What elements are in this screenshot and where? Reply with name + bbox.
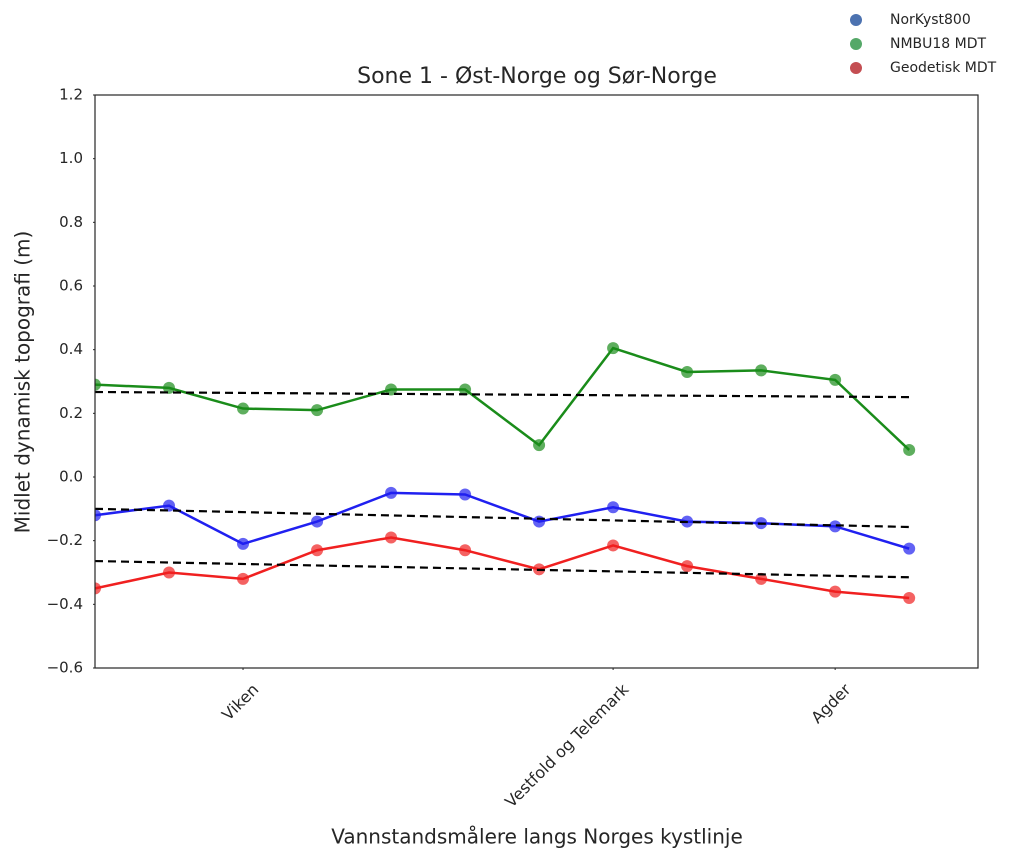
- data-point: [237, 537, 250, 550]
- legend-label: NorKyst800: [890, 12, 971, 28]
- series-line: [95, 536, 910, 600]
- data-point: [385, 531, 398, 544]
- plot-area: [95, 342, 916, 604]
- y-tick-label: −0.4: [47, 595, 83, 613]
- y-tick-label: 0.0: [59, 468, 83, 486]
- trend-line: [95, 390, 910, 399]
- legend-marker: [850, 38, 862, 50]
- legend-marker: [850, 62, 862, 74]
- data-point: [681, 560, 694, 573]
- data-point: [311, 515, 324, 528]
- data-point: [607, 501, 620, 514]
- y-tick-label: 1.2: [59, 86, 83, 104]
- data-point: [237, 572, 250, 585]
- data-point: [163, 381, 176, 394]
- data-point: [903, 443, 916, 456]
- y-tick-label: 0.6: [59, 277, 83, 295]
- data-point: [755, 572, 768, 585]
- data-point: [903, 542, 916, 555]
- x-tick-label: Agder: [807, 680, 854, 727]
- legend-marker: [850, 14, 862, 26]
- plot-frame: [94, 94, 979, 669]
- y-tick-label: 0.8: [59, 213, 83, 231]
- data-point: [385, 486, 398, 499]
- series-line: [95, 491, 910, 550]
- data-point: [311, 544, 324, 557]
- data-point: [311, 404, 324, 417]
- y-tick-label: 0.2: [59, 404, 83, 422]
- data-point: [607, 539, 620, 552]
- trend-line: [95, 559, 910, 579]
- chart-title: Sone 1 - Øst-Norge og Sør-Norge: [357, 64, 717, 89]
- data-point: [385, 383, 398, 396]
- data-point: [607, 342, 620, 355]
- trend-line: [95, 507, 910, 529]
- data-point: [95, 509, 101, 522]
- y-tick-label: 1.0: [59, 149, 83, 167]
- data-point: [163, 566, 176, 579]
- data-point: [533, 515, 546, 528]
- data-point: [755, 364, 768, 377]
- data-point: [163, 499, 176, 512]
- x-tick-label: Viken: [218, 680, 262, 724]
- x-tick-label: Vestfold og Telemark: [501, 679, 633, 811]
- data-point: [903, 591, 916, 604]
- series-line: [95, 346, 911, 451]
- data-point: [95, 582, 101, 595]
- data-point: [829, 520, 842, 533]
- data-point: [533, 439, 546, 452]
- legend-label: NMBU18 MDT: [890, 36, 987, 52]
- data-point: [95, 378, 101, 391]
- y-tick-label: −0.6: [47, 659, 83, 677]
- data-point: [459, 544, 472, 557]
- legend-label: Geodetisk MDT: [890, 60, 997, 76]
- data-point: [681, 365, 694, 378]
- y-tick-label: 0.4: [59, 340, 83, 358]
- data-point: [829, 585, 842, 598]
- data-point: [459, 383, 472, 396]
- data-point: [829, 373, 842, 386]
- y-tick-label: −0.2: [47, 531, 83, 549]
- x-axis-label: Vannstandsmålere langs Norges kystlinje: [331, 825, 743, 849]
- y-axis-label: Midlet dynamisk topografi (m): [11, 231, 35, 534]
- data-point: [459, 488, 472, 501]
- data-point: [237, 402, 250, 415]
